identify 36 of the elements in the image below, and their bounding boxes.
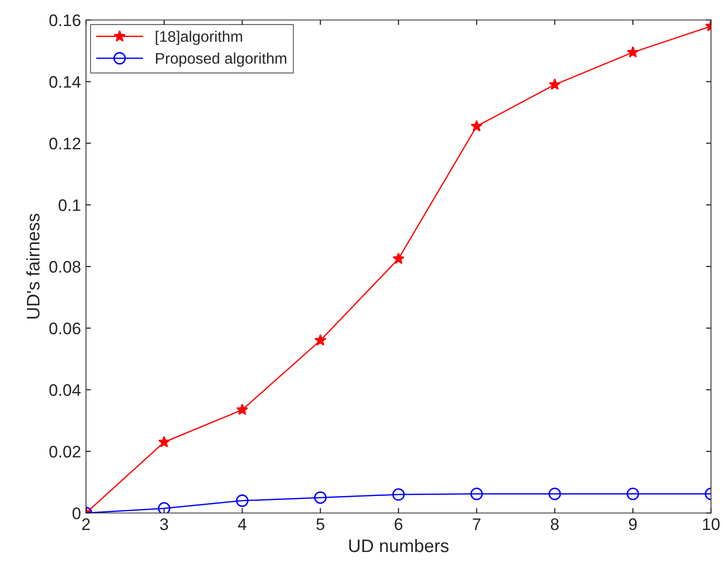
x-axis-title: UD numbers [349, 538, 449, 552]
point [314, 491, 327, 504]
point [236, 494, 248, 507]
y-tick-label: 0.1 [58, 199, 80, 212]
y-tick-label: 0.12 [49, 138, 80, 150]
point [158, 436, 170, 448]
point [626, 46, 639, 58]
y-tick-label: 0.08 [49, 260, 80, 273]
x-tick-label: 10 [703, 518, 720, 530]
legend-label: [18]algorithm [156, 30, 242, 45]
legend-label: Proposed algorithm [156, 52, 286, 67]
y-tick-label: 0.06 [49, 322, 80, 334]
y-tick-label: 0.16 [49, 14, 80, 26]
point [548, 488, 561, 500]
point [314, 334, 326, 346]
point [470, 488, 483, 500]
point [392, 252, 404, 264]
y-tick-label: 0.02 [49, 446, 80, 458]
point [626, 488, 640, 500]
y-axis-title: UD's fairness [26, 214, 40, 318]
x-tick-label: 5 [316, 518, 324, 530]
x-tick-label: 6 [394, 518, 402, 530]
point [236, 404, 248, 415]
y-tick-label: 0 [72, 507, 80, 520]
x-tick-label: 4 [238, 518, 246, 530]
point [470, 120, 483, 132]
y-tick-label: 0.04 [49, 384, 81, 396]
point [548, 78, 561, 90]
x-tick-label: 7 [472, 518, 480, 530]
x-tick-label: 3 [160, 518, 168, 530]
x-tick-label: 9 [629, 518, 637, 530]
point [392, 488, 405, 501]
point [158, 502, 170, 513]
x-tick-label: 8 [550, 518, 559, 530]
x-tick-label: 2 [82, 518, 90, 530]
y-tick-label: 0.14 [49, 76, 81, 88]
